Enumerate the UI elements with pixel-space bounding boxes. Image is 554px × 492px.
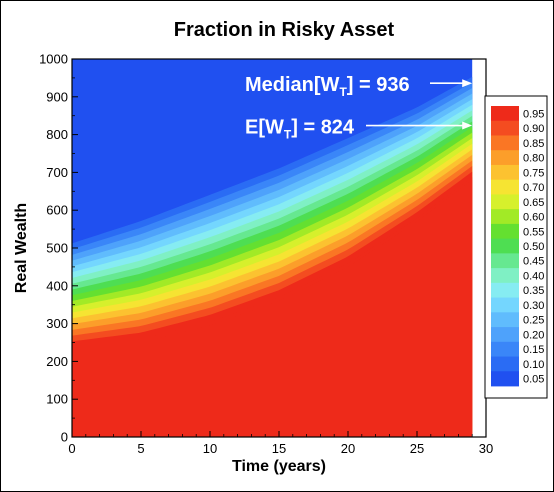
x-axis-label: Time (years) — [232, 458, 326, 475]
y-tick-label: 100 — [46, 392, 68, 407]
colorbar-label: 0.15 — [523, 344, 544, 356]
colorbar-swatch — [491, 150, 519, 166]
colorbar-swatch — [491, 341, 519, 357]
colorbar-swatch — [491, 371, 519, 387]
colorbar-label: 0.10 — [523, 359, 544, 371]
y-tick-label: 500 — [46, 241, 68, 256]
x-tick-label: 20 — [341, 441, 355, 456]
colorbar-label: 0.50 — [523, 241, 544, 253]
y-tick-label: 300 — [46, 316, 68, 331]
colorbar-swatch — [491, 327, 519, 343]
colorbar-swatch — [491, 120, 519, 136]
colorbar-label: 0.45 — [523, 256, 544, 268]
annotation-arrowhead — [462, 79, 473, 88]
y-tick-label: 200 — [46, 354, 68, 369]
x-tick-label: 30 — [479, 441, 493, 456]
y-axis-label: Real Wealth — [13, 203, 30, 293]
colorbar-swatch — [491, 135, 519, 151]
colorbar-swatch — [491, 194, 519, 210]
colorbar-label: 0.65 — [523, 197, 544, 209]
y-tick-label: 800 — [46, 127, 68, 142]
colorbar-label: 0.40 — [523, 270, 544, 282]
colorbar-label: 0.95 — [523, 108, 544, 120]
colorbar-label: 0.90 — [523, 123, 544, 135]
annotations: Median[WT] = 936 E[WT] = 824 — [245, 74, 473, 142]
annotation-arrowhead — [462, 121, 473, 130]
colorbar-swatch — [491, 223, 519, 240]
contour-fill-layer — [72, 59, 473, 438]
colorbar-label: 0.05 — [523, 374, 544, 386]
colorbar-swatch — [491, 268, 519, 284]
colorbar-label: 0.30 — [523, 300, 544, 312]
y-tick-label: 0 — [61, 430, 68, 445]
colorbar-swatch — [491, 297, 519, 313]
annotation-label: E[WT] = 824 — [245, 117, 355, 142]
y-tick-label: 1000 — [39, 52, 68, 67]
colorbar-swatch — [491, 106, 519, 122]
colorbar-label: 0.80 — [523, 153, 544, 165]
x-tick-label: 15 — [272, 441, 286, 456]
y-axis: 0 100 200 300 400 500 600 700 800 900 1000 — [39, 52, 78, 445]
colorbar-swatch — [491, 238, 519, 254]
colorbar-swatch — [491, 356, 519, 372]
colorbar-swatch — [491, 164, 519, 181]
colorbar-label: 0.25 — [523, 315, 544, 327]
chart-title: Fraction in Risky Asset — [174, 19, 395, 41]
colorbar-label: 0.55 — [523, 226, 544, 238]
y-tick-label: 900 — [46, 89, 68, 104]
annotation-label: Median[WT] = 936 — [245, 74, 410, 99]
x-tick-label: 0 — [68, 441, 75, 456]
colorbar-label: 0.70 — [523, 182, 544, 194]
x-axis: 0 5 10 15 20 25 30 — [68, 431, 493, 456]
colorbar-swatch — [491, 179, 519, 195]
x-tick-label: 10 — [203, 441, 217, 456]
colorbar-swatch — [491, 312, 519, 328]
y-tick-label: 700 — [46, 165, 68, 180]
colorbar-label: 0.60 — [523, 212, 544, 224]
colorbar-label: 0.20 — [523, 329, 544, 341]
x-tick-label: 5 — [137, 441, 144, 456]
x-tick-label: 25 — [410, 441, 424, 456]
contour-band — [72, 179, 473, 437]
y-tick-label: 400 — [46, 278, 68, 293]
colorbar-legend: 0.95 0.90 0.85 0.80 0.75 0.70 0.65 0.60 0.55 0.50… — [484, 95, 548, 399]
y-tick-label: 600 — [46, 203, 68, 218]
colorbar-label: 0.35 — [523, 285, 544, 297]
colorbar-label: 0.85 — [523, 138, 544, 150]
colorbar-label: 0.75 — [523, 167, 544, 179]
colorbar-swatch — [491, 282, 519, 298]
colorbar-swatch — [491, 209, 519, 225]
colorbar-swatch — [491, 253, 519, 269]
